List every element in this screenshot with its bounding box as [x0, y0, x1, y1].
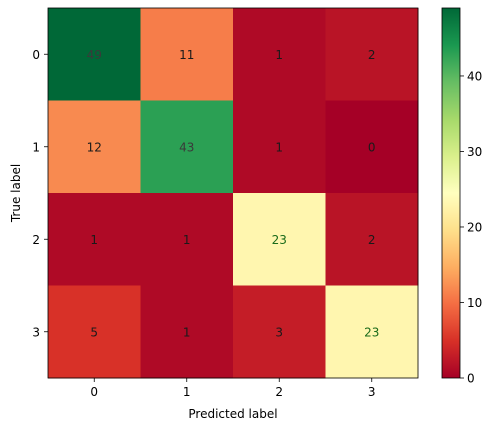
cell-value-label: 49	[87, 48, 102, 62]
cell-value-label: 1	[90, 233, 98, 247]
y-tick-label: 3	[32, 325, 40, 339]
x-tick-label: 1	[183, 385, 191, 399]
cell-value-label: 5	[90, 325, 98, 339]
cell-value-label: 2	[368, 233, 376, 247]
y-axis-ticks: 0 1 2 3	[32, 48, 48, 339]
colorbar	[441, 7, 461, 379]
cell-value-label: 43	[179, 140, 194, 154]
x-axis-label: Predicted label	[188, 407, 277, 421]
cell-value-labels: 49 11 1 212 43 1 01 1 23 25 1 3 23	[87, 48, 380, 340]
heatmap-cell	[233, 285, 326, 379]
cell-value-label: 3	[275, 325, 283, 339]
cell-value-label: 2	[368, 48, 376, 62]
y-tick-label: 2	[32, 233, 40, 247]
heatmap-cell	[233, 8, 326, 101]
cell-value-label: 1	[275, 140, 283, 154]
heatmap-cell	[233, 100, 326, 194]
colorbar-tick-label: 10	[467, 296, 482, 310]
colorbar-ticks: 0 10 20 30 40	[460, 69, 482, 386]
cell-value-label: 23	[364, 325, 379, 339]
y-tick-label: 1	[32, 140, 40, 154]
cell-value-label: 11	[179, 48, 194, 62]
y-tick-label: 0	[32, 48, 40, 62]
cell-value-label: 1	[275, 48, 283, 62]
heatmap-cells	[48, 8, 419, 379]
colorbar-tick-label: 30	[467, 145, 482, 159]
colorbar-tick-label: 40	[467, 69, 482, 83]
heatmap-cell	[325, 193, 419, 286]
colorbar-tick-label: 20	[467, 220, 482, 234]
plot-frame	[47, 7, 419, 379]
heatmap-cell	[48, 193, 141, 286]
heatmap-cell	[48, 100, 141, 194]
y-axis-label: True label	[9, 164, 23, 223]
heatmap-cell	[140, 100, 234, 194]
cell-value-label: 0	[368, 140, 376, 154]
x-tick-label: 3	[368, 385, 376, 399]
cell-value-label: 12	[87, 140, 102, 154]
cell-value-label: 23	[272, 233, 287, 247]
heatmap-cell	[48, 8, 141, 101]
x-tick-label: 2	[275, 385, 283, 399]
heatmap-cell	[48, 285, 141, 379]
x-axis-ticks: 0 1 2 3	[90, 378, 376, 399]
x-tick-label: 0	[90, 385, 98, 399]
heatmap-cell	[325, 100, 419, 194]
heatmap-cell	[140, 8, 234, 101]
heatmap-cell	[325, 285, 419, 379]
cell-value-label: 1	[183, 233, 191, 247]
heatmap-cell	[233, 193, 326, 286]
heatmap-cell	[140, 193, 234, 286]
heatmap-cell	[325, 8, 419, 101]
heatmap-cell	[140, 285, 234, 379]
cell-value-label: 1	[183, 325, 191, 339]
colorbar-tick-label: 0	[467, 372, 475, 386]
